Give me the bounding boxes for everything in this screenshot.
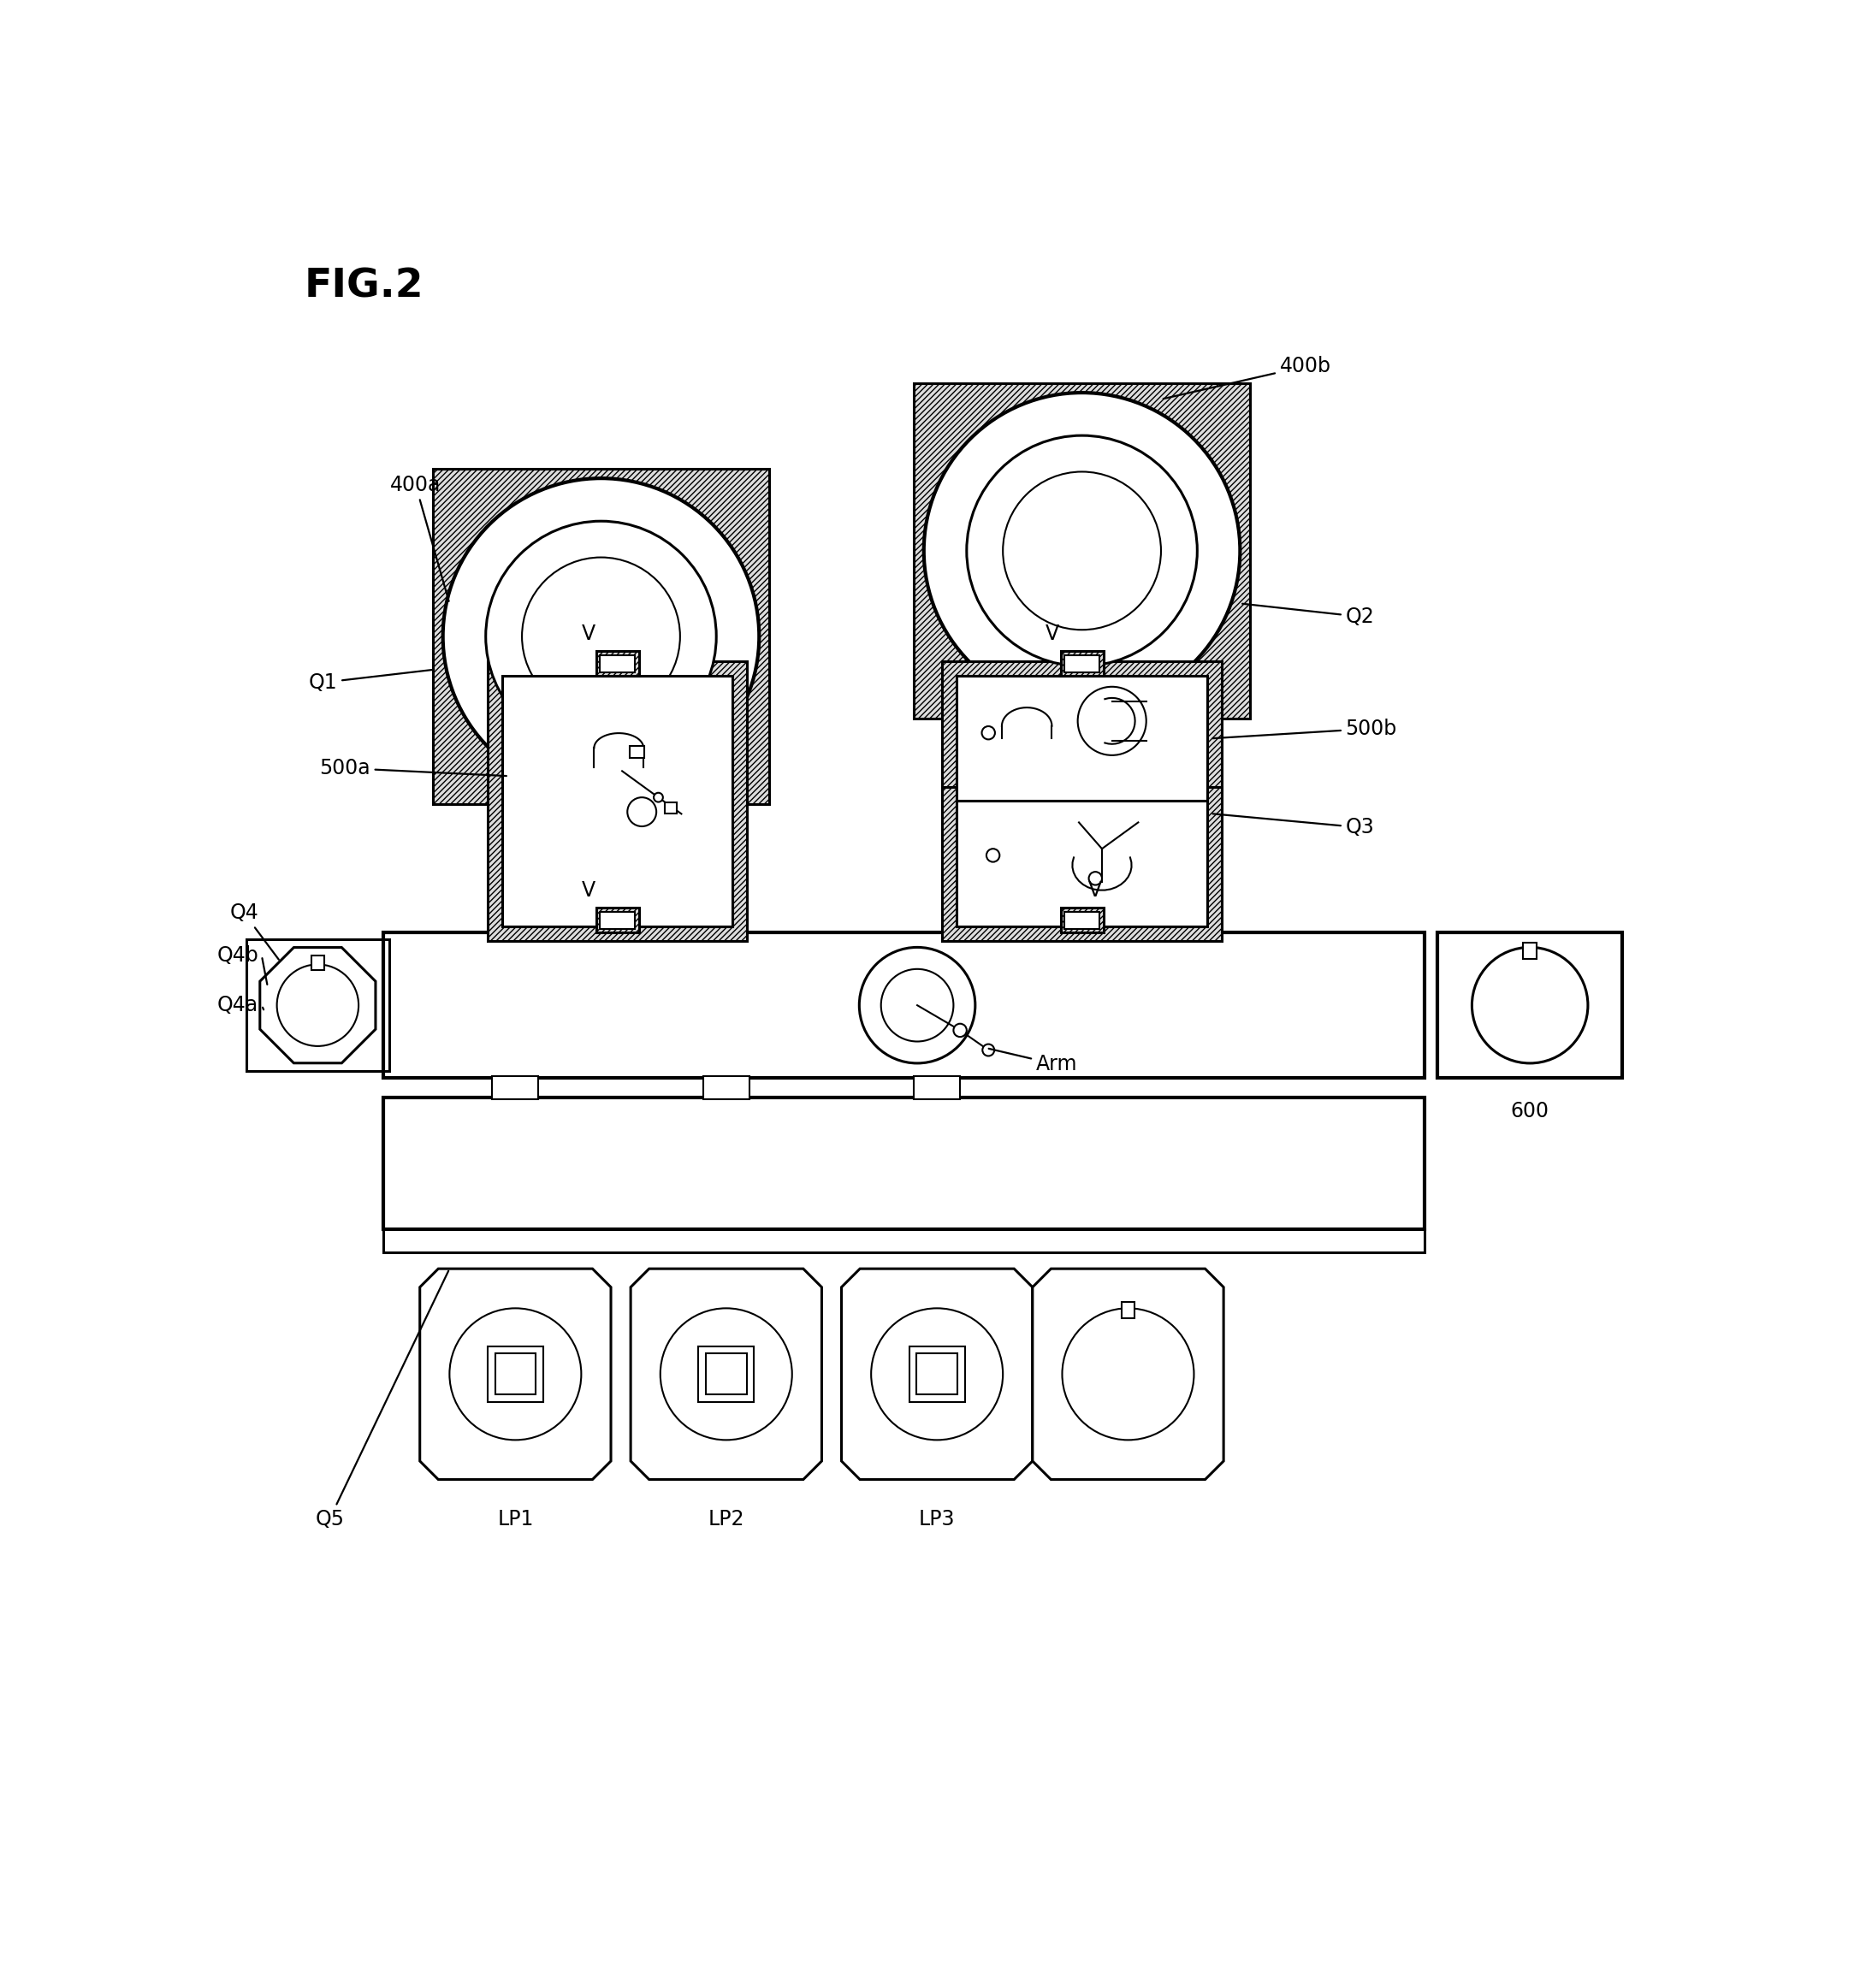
Bar xyxy=(489,1346,543,1402)
Circle shape xyxy=(987,849,1000,863)
Bar xyxy=(1121,1302,1134,1318)
Circle shape xyxy=(444,479,760,795)
Text: 500b: 500b xyxy=(1213,718,1397,740)
Text: Q3: Q3 xyxy=(1213,813,1374,837)
Bar xyxy=(384,1229,1425,1252)
Polygon shape xyxy=(260,948,376,1064)
Circle shape xyxy=(1003,471,1161,630)
Polygon shape xyxy=(1033,1268,1224,1479)
Bar xyxy=(706,1354,747,1394)
Text: V: V xyxy=(1088,881,1103,901)
Circle shape xyxy=(1471,948,1587,1064)
Bar xyxy=(384,1097,1425,1229)
Bar xyxy=(957,801,1207,926)
Text: LP3: LP3 xyxy=(919,1509,955,1529)
Circle shape xyxy=(870,1308,1003,1439)
Text: FIG.2: FIG.2 xyxy=(305,268,425,306)
Text: Arm: Arm xyxy=(988,1048,1076,1076)
Bar xyxy=(704,1076,749,1099)
Bar xyxy=(917,1354,957,1394)
Bar xyxy=(1438,932,1623,1077)
Text: LP1: LP1 xyxy=(498,1509,534,1529)
Bar xyxy=(942,662,1222,815)
Text: Q4a: Q4a xyxy=(217,994,258,1016)
Bar xyxy=(1061,909,1103,932)
Text: Q4b: Q4b xyxy=(217,946,258,966)
Bar xyxy=(492,1076,539,1099)
Bar xyxy=(942,787,1222,940)
Bar xyxy=(432,469,769,805)
Text: V: V xyxy=(580,624,595,644)
Bar xyxy=(1065,654,1099,672)
Text: Q4: Q4 xyxy=(230,903,279,960)
Circle shape xyxy=(953,1024,966,1038)
Text: Q5: Q5 xyxy=(314,1270,449,1529)
Circle shape xyxy=(981,726,996,740)
Text: 400a: 400a xyxy=(389,475,449,600)
Circle shape xyxy=(983,1044,994,1056)
Bar xyxy=(1061,650,1103,676)
Bar xyxy=(601,654,635,672)
Polygon shape xyxy=(631,1268,822,1479)
Circle shape xyxy=(859,948,975,1064)
Bar xyxy=(595,909,638,932)
Circle shape xyxy=(449,1308,580,1439)
Circle shape xyxy=(923,394,1239,710)
Circle shape xyxy=(1078,686,1146,755)
Bar xyxy=(1524,942,1537,958)
Bar xyxy=(311,954,324,970)
Text: 500a: 500a xyxy=(320,757,507,779)
Bar xyxy=(494,1354,535,1394)
Bar xyxy=(914,1076,960,1099)
Circle shape xyxy=(627,797,657,827)
Circle shape xyxy=(485,521,717,751)
Text: 600: 600 xyxy=(1511,1101,1550,1121)
Bar xyxy=(957,676,1207,801)
Circle shape xyxy=(1090,873,1103,885)
Text: 400b: 400b xyxy=(1163,356,1331,400)
Bar xyxy=(601,912,635,928)
Circle shape xyxy=(661,1308,792,1439)
Circle shape xyxy=(966,435,1198,666)
Bar xyxy=(247,940,389,1072)
Text: V: V xyxy=(580,881,595,901)
Bar xyxy=(384,932,1425,1077)
Bar xyxy=(595,650,638,676)
Polygon shape xyxy=(419,1268,610,1479)
Circle shape xyxy=(522,557,680,716)
Circle shape xyxy=(1061,1308,1194,1439)
Circle shape xyxy=(653,793,663,801)
Text: Q2: Q2 xyxy=(1243,604,1374,626)
Bar xyxy=(1065,912,1099,928)
Text: V: V xyxy=(1046,624,1060,644)
Bar xyxy=(910,1346,964,1402)
Bar xyxy=(502,676,732,926)
Polygon shape xyxy=(842,1268,1033,1479)
Text: LP2: LP2 xyxy=(708,1509,745,1529)
Text: Q1: Q1 xyxy=(309,670,434,692)
Bar xyxy=(914,384,1250,720)
Bar xyxy=(665,801,678,813)
Bar xyxy=(698,1346,754,1402)
Bar xyxy=(489,662,747,940)
Bar xyxy=(631,746,644,757)
Circle shape xyxy=(882,968,953,1042)
Circle shape xyxy=(277,964,359,1046)
